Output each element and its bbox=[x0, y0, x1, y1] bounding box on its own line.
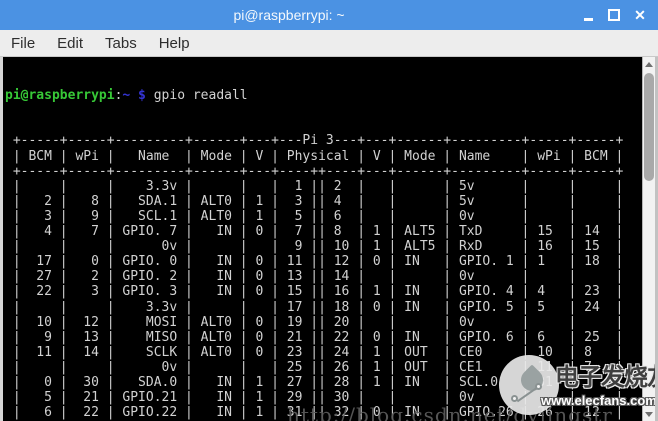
minimize-icon bbox=[583, 17, 593, 21]
maximize-icon bbox=[608, 9, 620, 21]
window-title: pi@raspberrypi: ~ bbox=[233, 7, 345, 23]
scrollbar-thumb[interactable] bbox=[644, 73, 654, 181]
terminal-line: | | | 3.3v | | | 1 || 2 | | | 5v | | | bbox=[5, 178, 624, 194]
terminal-line: | | | 0v | | | 9 || 10 | 1 | ALT5 | RxD … bbox=[5, 239, 624, 255]
terminal-line: | 10 | 12 | MOSI | ALT0 | 0 | 19 || 20 |… bbox=[5, 314, 624, 330]
prompt-colon: : bbox=[114, 88, 123, 104]
terminal-line: | 27 | 2 | GPIO. 2 | IN | 0 | 13 || 14 |… bbox=[5, 269, 624, 285]
window-controls: ✕ bbox=[578, 0, 650, 30]
terminal[interactable]: pi@raspberrypi:~ $ gpio readall +-----+-… bbox=[3, 57, 655, 421]
terminal-line: | 3 | 9 | SCL.1 | ALT0 | 1 | 5 || 6 | | … bbox=[5, 208, 624, 224]
menubar: File Edit Tabs Help bbox=[0, 30, 658, 57]
prompt-path: ~ bbox=[122, 88, 131, 104]
elecfans-brand-text: 电子发烧友 bbox=[555, 364, 655, 391]
titlebar[interactable]: pi@raspberrypi: ~ ✕ bbox=[0, 0, 658, 30]
scroll-up-button[interactable] bbox=[643, 57, 655, 71]
menu-item-help[interactable]: Help bbox=[158, 34, 190, 52]
terminal-line: | 22 | 3 | GPIO. 3 | IN | 0 | 15 || 16 |… bbox=[5, 284, 624, 300]
chevron-up-icon bbox=[645, 61, 653, 67]
chevron-down-icon bbox=[645, 411, 653, 417]
prompt-line: pi@raspberrypi:~ $ gpio readall bbox=[5, 88, 639, 103]
terminal-line: | | | 3.3v | | | 17 || 18 | 0 | IN | GPI… bbox=[5, 299, 624, 315]
close-icon: ✕ bbox=[634, 7, 646, 23]
window-frame-right bbox=[655, 57, 658, 421]
elecfans-url-text: www.elecfans.com bbox=[541, 393, 655, 408]
terminal-line: | 6 | 22 | GPIO.22 | IN | 1 | 31 || 32 |… bbox=[5, 405, 624, 421]
menu-item-tabs[interactable]: Tabs bbox=[105, 34, 137, 52]
terminal-line: | 11 | 14 | SCLK | ALT0 | 0 | 23 || 24 |… bbox=[5, 344, 624, 360]
terminal-line: +-----+-----+---------+------+---+---Pi … bbox=[5, 133, 624, 149]
terminal-line: | BCM | wPi | Name | Mode | V | Physical… bbox=[5, 148, 624, 164]
minimize-button[interactable] bbox=[578, 5, 598, 25]
prompt-user: pi@raspberrypi bbox=[5, 88, 115, 104]
gpio-table-output: +-----+-----+---------+------+---+---Pi … bbox=[5, 133, 639, 421]
prompt-command: gpio readall bbox=[145, 88, 248, 104]
terminal-output: pi@raspberrypi:~ $ gpio readall +-----+-… bbox=[5, 58, 639, 421]
menu-item-file[interactable]: File bbox=[11, 34, 36, 52]
menu-item-edit[interactable]: Edit bbox=[57, 34, 84, 52]
terminal-line: | 9 | 13 | MISO | ALT0 | 0 | 21 || 22 | … bbox=[5, 329, 624, 345]
watermark-elecfans: 电子发烧友 www.elecfans.com bbox=[493, 347, 655, 421]
prompt-dollar: $ bbox=[130, 88, 146, 104]
scroll-down-button[interactable] bbox=[643, 407, 655, 421]
window-frame-left bbox=[0, 57, 3, 421]
maximize-button[interactable] bbox=[604, 5, 624, 25]
scrollbar[interactable] bbox=[642, 57, 655, 421]
close-button[interactable]: ✕ bbox=[630, 5, 650, 25]
elecfans-logo-icon bbox=[499, 355, 559, 415]
terminal-line: | 17 | 0 | GPIO. 0 | IN | 0 | 11 || 12 |… bbox=[5, 254, 624, 270]
terminal-line: | 4 | 7 | GPIO. 7 | IN | 0 | 7 || 8 | 1 … bbox=[5, 224, 624, 240]
terminal-line: +-----+-----+---------+------+---+----++… bbox=[5, 163, 624, 179]
terminal-line: | 2 | 8 | SDA.1 | ALT0 | 1 | 3 || 4 | | … bbox=[5, 193, 624, 209]
